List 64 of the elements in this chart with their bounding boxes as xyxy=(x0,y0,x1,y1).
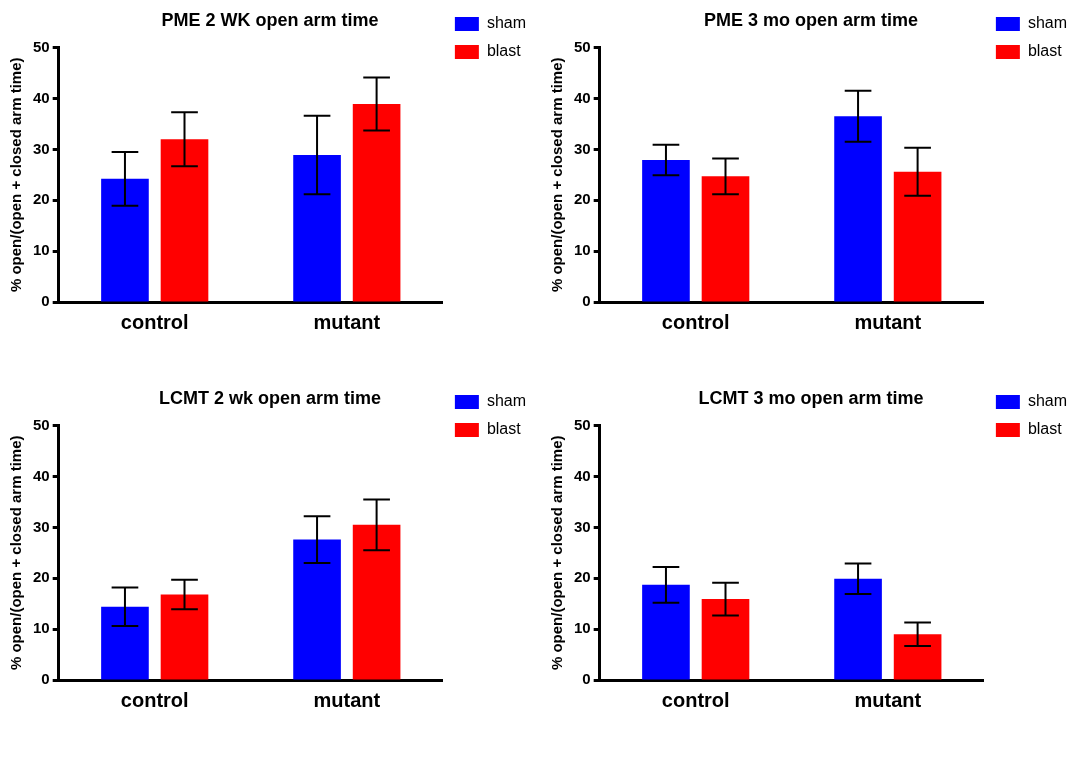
x-tick-label: control xyxy=(661,688,730,711)
y-tick-label: 20 xyxy=(33,190,50,208)
x-tick-label: mutant xyxy=(854,310,922,333)
y-tick-label: 0 xyxy=(582,670,591,688)
x-tick-label: control xyxy=(120,310,189,333)
y-tick-label: 0 xyxy=(582,292,591,310)
y-tick-label: 30 xyxy=(574,139,591,157)
bar xyxy=(293,154,341,302)
y-tick-label: 40 xyxy=(33,88,50,106)
bar xyxy=(893,171,942,302)
y-tick-label: 40 xyxy=(33,466,50,484)
bar xyxy=(701,599,750,680)
y-axis-title: % open/(open + closed arm time) xyxy=(548,57,566,293)
x-tick-label: control xyxy=(661,310,730,333)
y-tick-label: 0 xyxy=(41,670,50,688)
chart-title: PME 2 WK open arm time xyxy=(161,9,379,30)
bar xyxy=(893,634,942,680)
y-tick-label: 0 xyxy=(41,292,50,310)
x-tick-label: mutant xyxy=(854,688,922,711)
y-tick-label: 40 xyxy=(574,466,591,484)
legend-label: blast xyxy=(1027,42,1063,60)
bar xyxy=(352,104,401,302)
y-axis-title: % open/(open + closed arm time) xyxy=(7,57,25,293)
y-tick-label: 10 xyxy=(574,619,591,637)
y-tick-label: 50 xyxy=(33,37,50,55)
legend-label: sham xyxy=(1027,392,1067,410)
chart-title: PME 3 mo open arm time xyxy=(703,9,919,30)
bar xyxy=(642,160,690,302)
y-tick-label: 50 xyxy=(574,415,591,433)
legend-label: blast xyxy=(486,420,522,438)
y-tick-label: 50 xyxy=(574,37,591,55)
bar xyxy=(701,176,750,302)
y-axis-title: % open/(open + closed arm time) xyxy=(548,435,566,671)
legend-label: sham xyxy=(486,14,526,32)
y-tick-label: 20 xyxy=(33,568,50,586)
y-tick-label: 50 xyxy=(33,415,50,433)
bar xyxy=(101,606,149,680)
bar xyxy=(834,578,882,680)
x-tick-label: mutant xyxy=(313,310,381,333)
x-tick-label: control xyxy=(120,688,189,711)
y-tick-label: 30 xyxy=(33,139,50,157)
bar xyxy=(293,539,341,680)
legend-label: blast xyxy=(1027,420,1063,438)
chart-title: LCMT 2 wk open arm time xyxy=(158,387,382,408)
bar xyxy=(101,178,149,302)
chart-title: LCMT 3 mo open arm time xyxy=(698,387,924,408)
y-tick-label: 30 xyxy=(33,517,50,535)
y-tick-label: 10 xyxy=(574,241,591,259)
x-tick-label: mutant xyxy=(313,688,381,711)
y-tick-label: 20 xyxy=(574,568,591,586)
legend-label: sham xyxy=(486,392,526,410)
y-tick-label: 10 xyxy=(33,241,50,259)
legend-label: sham xyxy=(1027,14,1067,32)
y-tick-label: 10 xyxy=(33,619,50,637)
y-tick-label: 40 xyxy=(574,88,591,106)
y-axis-title: % open/(open + closed arm time) xyxy=(7,435,25,671)
bar xyxy=(642,584,690,680)
y-tick-label: 30 xyxy=(574,517,591,535)
legend-label: blast xyxy=(486,42,522,60)
bar xyxy=(160,139,209,302)
y-tick-label: 20 xyxy=(574,190,591,208)
bar xyxy=(352,524,401,680)
bar xyxy=(160,594,209,680)
bar xyxy=(834,116,882,302)
